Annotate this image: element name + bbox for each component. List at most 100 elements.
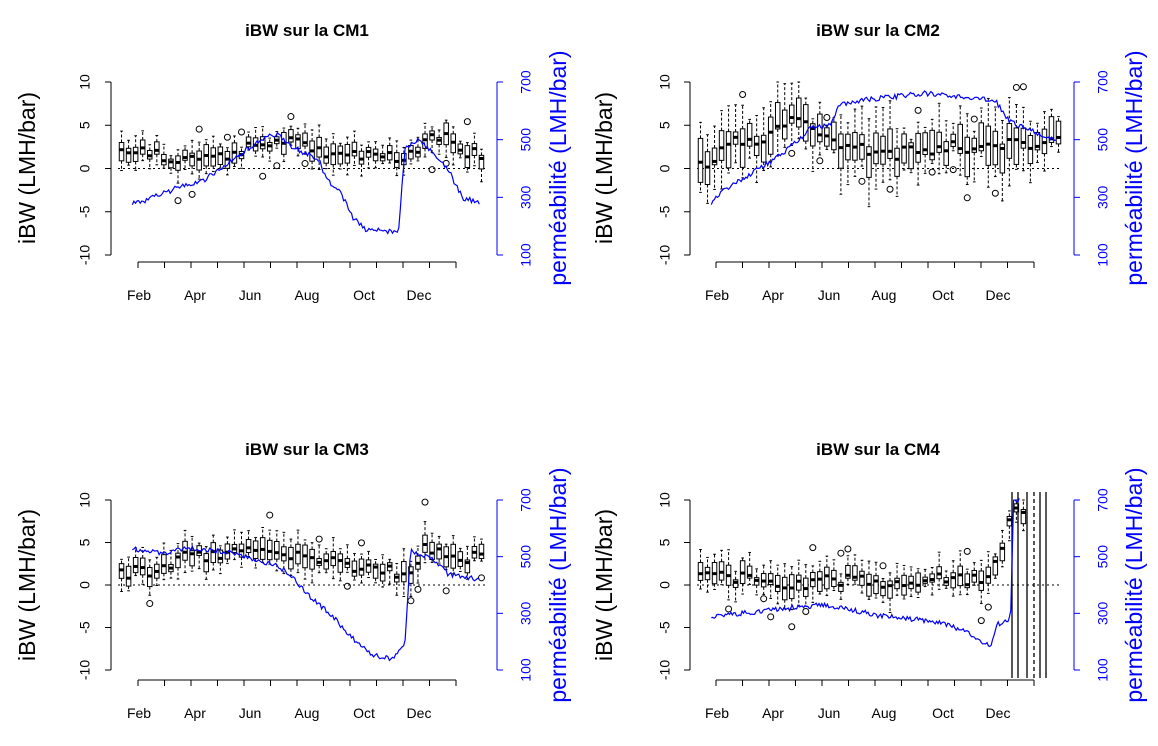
box-45 <box>428 126 436 174</box>
box-15 <box>217 545 224 575</box>
box-body <box>478 154 485 170</box>
box-9 <box>175 543 181 580</box>
y-tick-label: 10 <box>77 74 93 90</box>
box-body <box>971 137 978 153</box>
box-outlier <box>879 562 887 570</box>
box-39 <box>386 558 393 585</box>
y-tick-label: -5 <box>657 205 673 218</box>
box-body <box>859 134 865 160</box>
y-tick-label: -10 <box>77 660 93 680</box>
box-outlier <box>195 125 203 133</box>
box-body <box>274 541 280 560</box>
box-14 <box>788 82 796 157</box>
box-47 <box>1020 499 1027 532</box>
box-25 <box>287 113 295 146</box>
x-tick-label: Aug <box>295 705 320 721</box>
box-6 <box>154 134 160 166</box>
box-outlier <box>970 115 978 123</box>
y-axis-label: iBW (LMH/bar) <box>14 509 40 661</box>
box-13 <box>781 563 788 610</box>
box-7 <box>161 143 167 169</box>
x-tick-label: Aug <box>872 287 897 303</box>
box-16 <box>223 133 231 176</box>
x-tick-label: Dec <box>407 705 432 721</box>
box-28 <box>886 100 894 193</box>
box-body <box>746 122 753 147</box>
box-18 <box>238 128 246 169</box>
box-30 <box>901 564 907 600</box>
y2-tick-label: 500 <box>1095 545 1111 569</box>
box-20 <box>252 536 259 569</box>
y-tick-label: 10 <box>657 74 673 90</box>
box-body <box>992 130 999 166</box>
box-21 <box>259 126 267 180</box>
box-16 <box>802 564 810 616</box>
box-outlier <box>837 549 845 557</box>
box-body <box>936 131 942 153</box>
box-28 <box>887 572 893 613</box>
box-34 <box>929 566 935 596</box>
box-outlier <box>809 544 817 552</box>
box-11 <box>767 101 774 168</box>
box-50 <box>463 118 471 173</box>
box-outlier <box>259 172 267 180</box>
box-body <box>718 130 725 161</box>
box-outlier <box>1019 83 1027 91</box>
box-38 <box>957 105 963 176</box>
box-49 <box>1034 122 1041 163</box>
box-12 <box>774 564 781 605</box>
box-body <box>132 146 139 162</box>
box-43 <box>991 106 999 197</box>
box-3 <box>711 553 718 590</box>
box-52 <box>1055 116 1062 153</box>
x-tick-label: Dec <box>986 705 1011 721</box>
chart-panel-3: iBW sur la CM3 -10 -5 0 5 10 iBW (LMH/bar) 100 3… <box>14 440 571 721</box>
box-body <box>175 552 181 569</box>
box-39 <box>963 113 971 202</box>
box-body <box>978 122 985 152</box>
box-44 <box>422 122 428 158</box>
box-44 <box>999 120 1006 202</box>
box-body <box>943 141 949 166</box>
box-outlier <box>477 574 485 582</box>
box-27 <box>301 123 309 168</box>
box-outlier <box>725 605 733 613</box>
box-12 <box>774 81 781 157</box>
box-29 <box>316 124 322 171</box>
box-16 <box>803 97 809 150</box>
box-15 <box>217 143 224 169</box>
box-body <box>992 556 999 576</box>
y-tick-label: 5 <box>657 538 673 546</box>
chart-title: iBW sur la CM3 <box>245 440 369 459</box>
box-body <box>831 121 837 151</box>
box-7 <box>739 557 746 595</box>
y-tick-label: 5 <box>657 121 673 129</box>
box-11 <box>189 535 195 572</box>
box-48 <box>450 535 456 575</box>
box-body <box>358 558 365 576</box>
box-body <box>999 143 1006 174</box>
x-tick-label: Feb <box>705 287 729 303</box>
y2-tick-label: 100 <box>1095 243 1111 267</box>
box-8 <box>746 118 753 159</box>
x-tick-label: Aug <box>295 287 320 303</box>
box-35 <box>357 539 365 584</box>
box-body <box>182 149 188 161</box>
y2-axis-label: perméabilité (LMH/bar) <box>1121 50 1147 285</box>
box-body <box>887 580 893 599</box>
chart-title: iBW sur la CM1 <box>245 21 369 40</box>
box-10 <box>760 564 768 603</box>
box-body <box>929 573 935 583</box>
box-body <box>259 136 266 150</box>
box-36 <box>365 550 372 579</box>
box-body <box>125 565 132 587</box>
box-6 <box>732 104 739 164</box>
box-body <box>125 147 132 163</box>
box-20 <box>831 117 837 154</box>
box-body <box>711 147 718 166</box>
box-outlier <box>287 113 295 121</box>
box-body <box>1055 120 1062 145</box>
box-body <box>767 573 774 586</box>
box-outlier <box>963 194 971 202</box>
box-1 <box>697 121 704 193</box>
